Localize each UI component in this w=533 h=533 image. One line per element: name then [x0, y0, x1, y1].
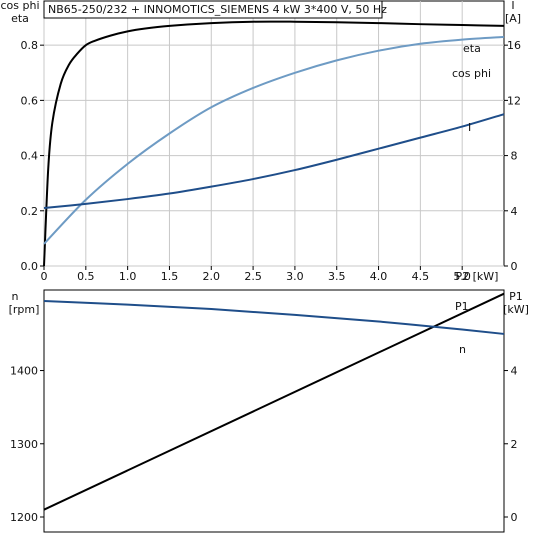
- y-left-tick-label: 1200: [10, 511, 38, 524]
- x-tick-label: 1.0: [119, 270, 137, 283]
- x-tick-label: 2.0: [203, 270, 221, 283]
- x-tick-label: 3.5: [328, 270, 346, 283]
- series-line-n: [43, 299, 505, 335]
- y-left-tick-label: 1400: [10, 365, 38, 378]
- upper-gridlines: [43, 1, 504, 267]
- y-right-tick-label: 8: [511, 150, 518, 163]
- x-tick-label: 2.5: [244, 270, 262, 283]
- x-tick-label: 4.0: [370, 270, 388, 283]
- y-right-label-kw-unit: [kW]: [503, 303, 529, 316]
- series-line-eta: [43, 20, 505, 267]
- x-tick-label: 0.5: [77, 270, 95, 283]
- legend-p1: P1: [455, 300, 469, 313]
- x-tick-label: 4.5: [412, 270, 430, 283]
- lower-series-lines: [43, 292, 505, 511]
- y-right-label-amp-unit: [A]: [505, 12, 521, 25]
- upper-chart-panel: 0 0.5 1.0 1.5 2.0 2.5 3.0 3.5 4.0 4.5 5.0 0.0 0.2 0.4…: [0, 0, 521, 283]
- y-left-label-eta: eta: [11, 12, 29, 25]
- legend-speed: n: [459, 343, 466, 356]
- lower-plot-frame: [43, 289, 505, 533]
- y-right-tick-label: 12: [507, 94, 521, 107]
- x-tick-label: 3.0: [286, 270, 304, 283]
- y-left-tick-label: 0.6: [21, 94, 39, 107]
- upper-series-lines: [43, 20, 505, 267]
- y-left-label-speed: n: [12, 290, 19, 303]
- y-left-tick-label: 0.4: [21, 150, 39, 163]
- y-left-tick-label: 0.8: [21, 39, 39, 52]
- chart-title: NB65-250/232 + INNOMOTICS_SIEMENS 4 kW 3…: [48, 3, 387, 16]
- series-line-p1: [43, 292, 505, 511]
- y-right-tick-label: 4: [511, 365, 518, 378]
- y-right-tick-label: 2: [511, 438, 518, 451]
- y-left-label-rpm-unit: [rpm]: [9, 303, 40, 316]
- y-left-tick-label: 1300: [10, 438, 38, 451]
- y-right-label-current: I: [511, 0, 514, 12]
- x-tick-label: 5.0: [453, 270, 471, 283]
- y-right-label-p1: P1: [509, 290, 523, 303]
- series-line-i: [43, 113, 505, 210]
- title-box: [43, 0, 383, 19]
- y-right-tick-label: 0: [511, 260, 518, 273]
- y-left-label-cosphi: cos phi: [0, 0, 39, 12]
- y-left-tick-label: 0.0: [21, 260, 39, 273]
- legend-current: I: [468, 121, 471, 134]
- y-right-tick-label: 16: [507, 39, 521, 52]
- lower-chart-panel: 1200 1300 1400 0 2 4 n [rpm] P1 [kW] P1 n: [9, 289, 529, 533]
- legend-eta: eta: [463, 42, 481, 55]
- x-tick-label: 0: [41, 270, 48, 283]
- lower-tick-labels: 1200 1300 1400 0 2 4: [10, 365, 518, 524]
- x-tick-label: 1.5: [161, 270, 179, 283]
- series-line-cos-phi: [43, 35, 505, 245]
- upper-tick-labels: 0 0.5 1.0 1.5 2.0 2.5 3.0 3.5 4.0 4.5 5.0 0.0 0.2 0.4…: [21, 39, 522, 283]
- y-right-tick-label: 0: [511, 511, 518, 524]
- y-right-tick-label: 4: [511, 205, 518, 218]
- y-left-tick-label: 0.2: [21, 205, 39, 218]
- legend-cosphi: cos phi: [452, 67, 491, 80]
- x-axis-label: P2 [kW]: [456, 270, 499, 283]
